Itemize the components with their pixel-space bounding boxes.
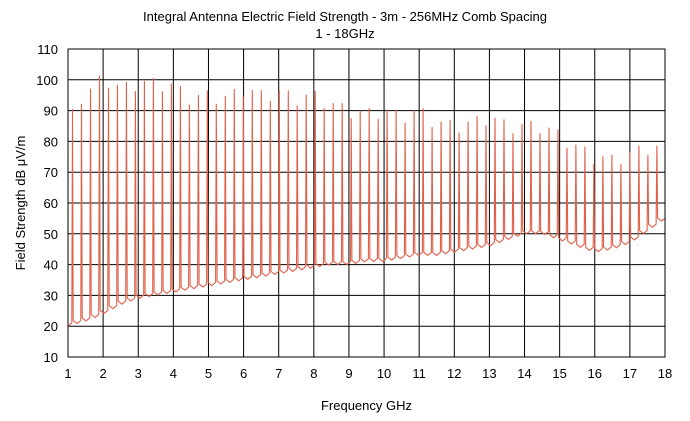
y-tick-label: 40 [44, 258, 58, 273]
chart-subtitle: 1 - 18GHz [315, 26, 375, 41]
x-tick-label: 5 [205, 366, 212, 381]
series-trace [67, 75, 666, 327]
x-tick-label: 16 [588, 366, 602, 381]
x-tick-label: 2 [100, 366, 107, 381]
x-tick-label: 8 [310, 366, 317, 381]
y-tick-label: 70 [44, 165, 58, 180]
x-tick-label: 12 [447, 366, 461, 381]
y-tick-labels: 10 20 30 40 50 60 70 80 90 100 110 [36, 42, 58, 365]
x-tick-label: 13 [482, 366, 496, 381]
y-tick-label: 60 [44, 196, 58, 211]
x-tick-label: 7 [275, 366, 282, 381]
x-tick-label: 3 [135, 366, 142, 381]
y-tick-label: 20 [44, 319, 58, 334]
x-tick-labels: 1 2 3 4 5 6 7 8 9 10 11 12 13 14 15 16 17 18 [64, 366, 672, 381]
y-tick-label: 30 [44, 288, 58, 303]
x-tick-label: 15 [552, 366, 566, 381]
x-tick-label: 17 [623, 366, 637, 381]
y-tick-label: 90 [44, 104, 58, 119]
y-tick-label: 80 [44, 134, 58, 149]
x-tick-label: 10 [377, 366, 391, 381]
y-axis-label: Field Strength dB μV/m [13, 136, 28, 271]
x-tick-label: 6 [240, 366, 247, 381]
plot-frame [67, 48, 666, 358]
x-tick-label: 14 [517, 366, 531, 381]
x-tick-label: 4 [170, 366, 177, 381]
y-tick-label: 10 [44, 350, 58, 365]
x-tick-label: 9 [345, 366, 352, 381]
chart-title: Integral Antenna Electric Field Strength… [143, 9, 547, 24]
y-tick-label: 110 [37, 42, 58, 57]
y-tick-label: 100 [36, 73, 58, 88]
x-tick-label: 11 [412, 366, 426, 381]
y-tick-label: 50 [44, 227, 58, 242]
x-axis-label: Frequency GHz [321, 398, 412, 413]
field-strength-trace [67, 75, 666, 327]
x-tick-label: 1 [64, 366, 71, 381]
x-tick-label: 18 [658, 366, 672, 381]
